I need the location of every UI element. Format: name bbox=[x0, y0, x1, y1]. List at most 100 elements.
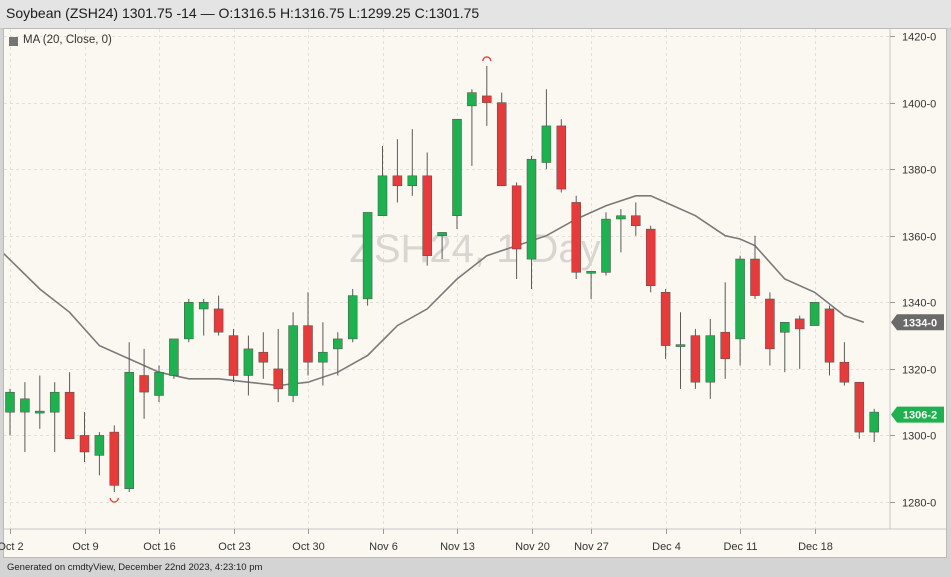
candle[interactable] bbox=[482, 65, 492, 126]
candle[interactable] bbox=[5, 388, 15, 436]
candle[interactable] bbox=[690, 328, 701, 389]
candle-body-down bbox=[109, 431, 120, 486]
date-axis: Oct 2 Oct 9 Oct 16 Oct 23 Oct 30 Nov 6 Nov 13 N… bbox=[0, 528, 946, 553]
candle[interactable] bbox=[243, 335, 254, 396]
candle-body-up bbox=[20, 398, 30, 413]
candle[interactable] bbox=[705, 318, 716, 399]
y-tick-label: 1280-0 bbox=[902, 498, 936, 510]
candle[interactable] bbox=[198, 298, 209, 336]
candle[interactable] bbox=[94, 432, 105, 476]
ma-value-badge: 1334-0 bbox=[891, 314, 944, 331]
legend-swatch bbox=[9, 37, 18, 46]
candle-body-up bbox=[5, 391, 15, 413]
candle[interactable] bbox=[64, 372, 75, 440]
candle[interactable] bbox=[675, 312, 686, 389]
candle[interactable] bbox=[452, 118, 462, 230]
candle-body-down bbox=[660, 292, 671, 346]
chart-panel[interactable] bbox=[3, 28, 947, 558]
candle[interactable] bbox=[124, 342, 134, 493]
candle-body-up bbox=[35, 410, 45, 414]
candle[interactable] bbox=[49, 382, 60, 453]
candle[interactable] bbox=[809, 302, 820, 326]
candle-body-up bbox=[675, 344, 686, 347]
candle-series bbox=[5, 65, 879, 493]
candle-body-down bbox=[303, 325, 313, 363]
chart-header: Soybean (ZSH24) 1301.75 -14 — O:1316.5 H… bbox=[0, 0, 951, 29]
candle[interactable] bbox=[318, 322, 328, 386]
candle[interactable] bbox=[258, 332, 269, 379]
candle[interactable] bbox=[303, 292, 313, 376]
candle[interactable] bbox=[750, 235, 760, 299]
candle[interactable] bbox=[362, 212, 373, 306]
last-price-badge: 1306-2 bbox=[891, 406, 944, 423]
candle[interactable] bbox=[467, 89, 477, 166]
candle[interactable] bbox=[184, 298, 194, 343]
candle-body-down bbox=[765, 298, 775, 350]
candle-body-down bbox=[273, 368, 283, 390]
candle-body-down bbox=[794, 318, 805, 330]
candle[interactable] bbox=[154, 365, 164, 403]
candle[interactable] bbox=[422, 152, 432, 266]
candle[interactable] bbox=[735, 255, 745, 366]
candle-body-down bbox=[64, 391, 75, 440]
candle[interactable] bbox=[437, 232, 447, 260]
candle[interactable] bbox=[407, 129, 418, 196]
candle[interactable] bbox=[556, 119, 567, 193]
y-tick-label: 1300-0 bbox=[902, 431, 936, 443]
candle[interactable] bbox=[854, 381, 865, 439]
candle[interactable] bbox=[109, 425, 120, 493]
candle[interactable] bbox=[839, 342, 850, 386]
candle[interactable] bbox=[79, 412, 90, 463]
candle[interactable] bbox=[720, 282, 730, 379]
candle[interactable] bbox=[347, 288, 358, 343]
badge-label: 1306-2 bbox=[903, 410, 937, 422]
x-tick-label: Nov 20 bbox=[515, 541, 550, 553]
candle[interactable] bbox=[496, 92, 507, 187]
x-tick-label: Oct 30 bbox=[292, 541, 324, 553]
candle[interactable] bbox=[824, 305, 835, 376]
candle-body-down bbox=[645, 228, 656, 286]
candle-body-down bbox=[571, 202, 581, 273]
candle-body-up bbox=[154, 371, 164, 396]
candle[interactable] bbox=[35, 375, 45, 429]
candle-body-down bbox=[139, 375, 149, 393]
footer-text: Generated on cmdtyView, December 22nd 20… bbox=[7, 562, 263, 573]
candle-body-up bbox=[288, 325, 298, 396]
candle-body-down bbox=[854, 381, 865, 433]
candle[interactable] bbox=[20, 382, 30, 453]
candle[interactable] bbox=[631, 202, 641, 236]
candle[interactable] bbox=[333, 332, 343, 376]
x-tick-label: Dec 11 bbox=[723, 541, 757, 553]
candle[interactable] bbox=[660, 288, 671, 359]
candle[interactable] bbox=[511, 182, 522, 279]
candle[interactable] bbox=[616, 209, 626, 253]
x-tick-label: Oct 2 bbox=[0, 541, 24, 553]
candle[interactable] bbox=[541, 89, 552, 170]
candle[interactable] bbox=[780, 322, 790, 373]
candle[interactable] bbox=[571, 195, 581, 279]
candle-body-down bbox=[839, 361, 850, 383]
candle[interactable] bbox=[228, 328, 239, 383]
candle[interactable] bbox=[213, 295, 224, 336]
candle-body-up bbox=[869, 411, 879, 433]
candle-body-down bbox=[556, 125, 567, 190]
candle-body-up bbox=[49, 391, 60, 413]
candle[interactable] bbox=[869, 408, 879, 443]
candle[interactable] bbox=[794, 315, 805, 369]
candle[interactable] bbox=[392, 139, 403, 203]
candle[interactable] bbox=[526, 155, 537, 289]
candle[interactable] bbox=[601, 212, 611, 276]
candle-body-down bbox=[720, 331, 730, 360]
candle[interactable] bbox=[645, 225, 656, 293]
candle[interactable] bbox=[139, 348, 149, 419]
x-tick-label: Oct 23 bbox=[218, 541, 250, 553]
candle[interactable] bbox=[765, 292, 775, 366]
candle[interactable] bbox=[273, 328, 283, 403]
candle[interactable] bbox=[169, 338, 179, 379]
footer: Generated on cmdtyView, December 22nd 20… bbox=[0, 558, 951, 577]
candle[interactable] bbox=[377, 145, 388, 216]
candle-body-up bbox=[780, 322, 790, 333]
candle[interactable] bbox=[586, 271, 596, 299]
candle[interactable] bbox=[288, 312, 298, 403]
